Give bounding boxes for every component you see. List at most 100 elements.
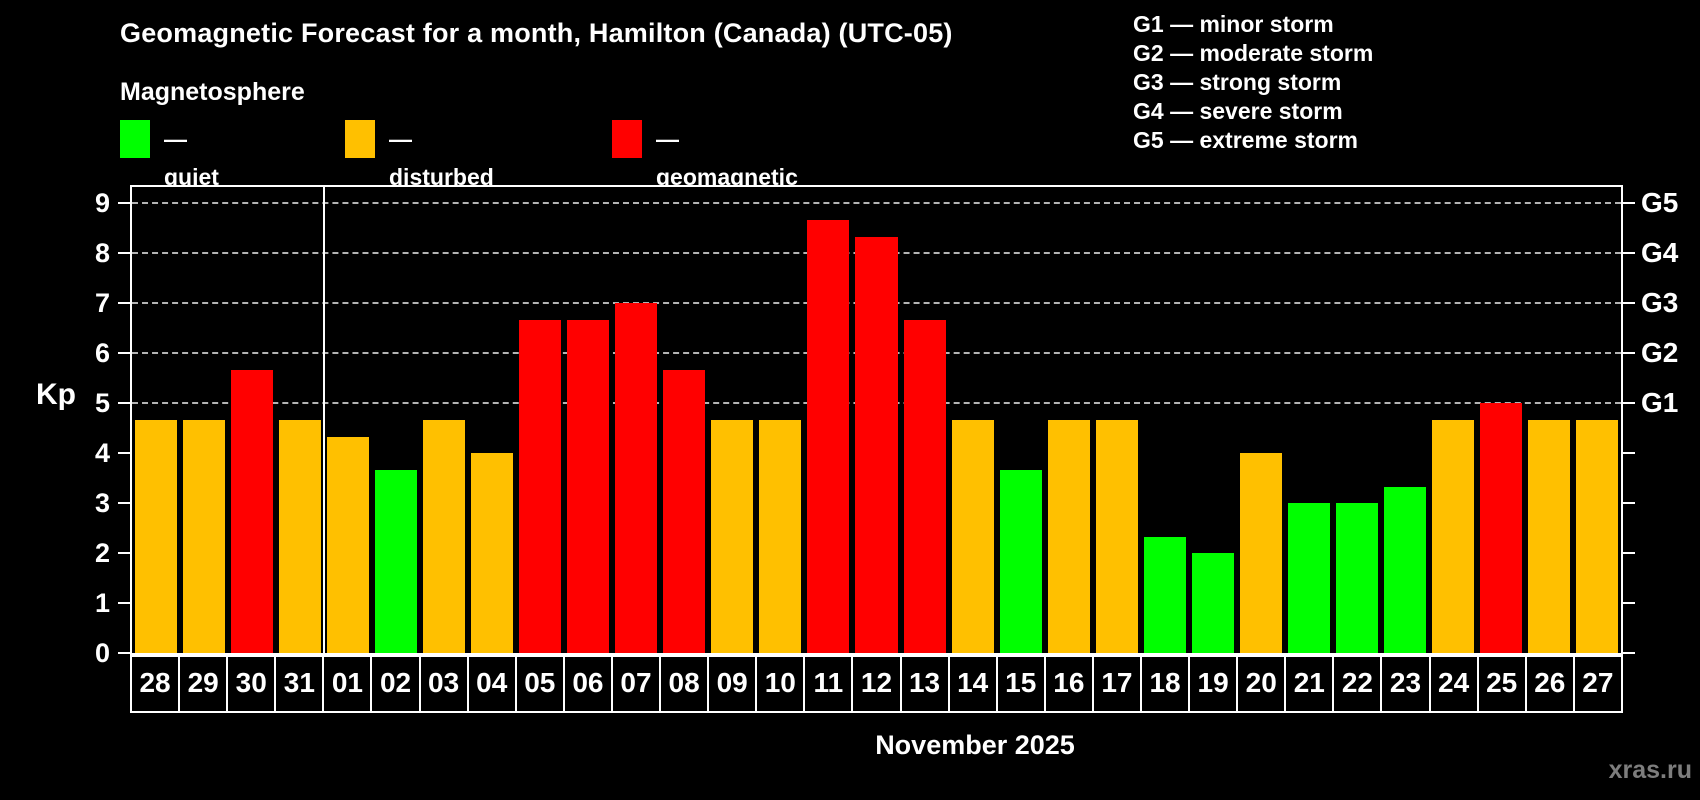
date-cell: 28 bbox=[132, 657, 181, 711]
month-separator-line bbox=[323, 187, 326, 653]
magnetosphere-label: Magnetosphere bbox=[120, 78, 305, 106]
date-cell: 17 bbox=[1094, 657, 1142, 711]
y-tick-label: 4 bbox=[94, 438, 110, 468]
y-tick-label: 3 bbox=[94, 488, 110, 518]
kp-bar-day-28 bbox=[135, 419, 178, 653]
date-cell: 02 bbox=[372, 657, 421, 711]
kp-bar-day-02 bbox=[375, 469, 418, 653]
watermark-xras: xras.ru bbox=[1608, 756, 1692, 784]
kp-bar-day-12 bbox=[855, 236, 898, 653]
kp-bar-day-07 bbox=[615, 303, 658, 653]
kp-bar-day-25 bbox=[1479, 403, 1522, 653]
left-tick bbox=[118, 402, 130, 404]
date-cell: 22 bbox=[1334, 657, 1383, 711]
date-cell: 11 bbox=[805, 657, 854, 711]
date-cell: 10 bbox=[757, 657, 806, 711]
left-tick bbox=[118, 652, 130, 654]
kp-bar-day-21 bbox=[1287, 503, 1330, 653]
date-cell: 09 bbox=[709, 657, 758, 711]
y-axis-title: Kp bbox=[36, 378, 76, 411]
g-scale-label-G1: G1 bbox=[1641, 387, 1679, 418]
date-cell: 23 bbox=[1382, 657, 1431, 711]
storm-scale-legend: G1 — minor storm G2 — moderate storm G3 — … bbox=[1133, 10, 1373, 155]
kp-bar-day-22 bbox=[1335, 503, 1378, 653]
right-tick bbox=[1623, 552, 1635, 554]
kp-bar-day-24 bbox=[1431, 419, 1474, 653]
chart-title: Geomagnetic Forecast for a month, Hamilt… bbox=[120, 18, 953, 48]
right-tick bbox=[1623, 602, 1635, 604]
kp-bar-day-14 bbox=[951, 419, 994, 653]
kp-bar-day-10 bbox=[759, 419, 802, 653]
storm-scale-item: G4 — severe storm bbox=[1133, 98, 1343, 124]
date-cell: 25 bbox=[1479, 657, 1527, 711]
x-axis-date-row: 28 29 30 31 01 02 03 04 05 06 07 08 09 10 11 12 13 14 15 16… bbox=[130, 655, 1623, 713]
kp-bar-day-31 bbox=[279, 419, 322, 653]
date-cell: 24 bbox=[1431, 657, 1479, 711]
y-tick-label: 6 bbox=[94, 338, 110, 368]
legend-swatch-storm bbox=[612, 120, 642, 158]
kp-bar-day-06 bbox=[567, 319, 610, 653]
kp-bar-day-27 bbox=[1575, 419, 1618, 653]
date-cell: 13 bbox=[902, 657, 950, 711]
y-tick-label: 7 bbox=[94, 288, 110, 318]
date-cell: 08 bbox=[661, 657, 710, 711]
right-tick bbox=[1623, 302, 1635, 304]
left-tick bbox=[118, 452, 130, 454]
kp-bar-day-29 bbox=[183, 419, 226, 653]
gridline-kp9 bbox=[132, 202, 1621, 204]
y-tick-label: 0 bbox=[94, 638, 110, 668]
date-cell: 19 bbox=[1190, 657, 1239, 711]
date-cell: 03 bbox=[421, 657, 469, 711]
left-tick bbox=[118, 602, 130, 604]
date-cell: 06 bbox=[565, 657, 613, 711]
right-tick bbox=[1623, 402, 1635, 404]
right-tick bbox=[1623, 202, 1635, 204]
right-tick bbox=[1623, 452, 1635, 454]
g-scale-label-G2: G2 bbox=[1641, 337, 1679, 368]
plot-area bbox=[130, 185, 1623, 655]
kp-bar-day-23 bbox=[1383, 486, 1426, 653]
kp-bar-day-04 bbox=[471, 453, 514, 653]
kp-bar-day-03 bbox=[423, 419, 466, 653]
date-cell: 16 bbox=[1046, 657, 1094, 711]
date-cell: 04 bbox=[469, 657, 517, 711]
date-cell: 20 bbox=[1238, 657, 1287, 711]
right-tick bbox=[1623, 652, 1635, 654]
date-cell: 27 bbox=[1582, 667, 1614, 698]
date-cell: 21 bbox=[1286, 657, 1335, 711]
date-cell: 26 bbox=[1527, 657, 1575, 711]
kp-bar-day-15 bbox=[999, 469, 1042, 653]
kp-bar-day-13 bbox=[903, 319, 946, 653]
date-cell: 01 bbox=[324, 657, 373, 711]
storm-scale-item: G5 — extreme storm bbox=[1133, 127, 1358, 153]
right-tick bbox=[1623, 502, 1635, 504]
left-tick bbox=[118, 502, 130, 504]
x-axis-title: November 2025 bbox=[875, 730, 1075, 760]
y-tick-label: 5 bbox=[94, 388, 110, 418]
left-tick bbox=[118, 302, 130, 304]
date-cell: 18 bbox=[1142, 657, 1191, 711]
legend-label-storm: — geomagnetic storm bbox=[656, 126, 798, 228]
kp-bar-day-19 bbox=[1191, 553, 1234, 653]
g-scale-label-G5: G5 bbox=[1641, 187, 1679, 218]
legend-swatch-disturbed bbox=[345, 120, 375, 158]
right-tick bbox=[1623, 352, 1635, 354]
date-cell: 30 bbox=[228, 657, 277, 711]
storm-scale-item: G3 — strong storm bbox=[1133, 69, 1342, 95]
kp-bar-day-17 bbox=[1095, 419, 1138, 653]
date-cell: 14 bbox=[950, 657, 998, 711]
left-tick bbox=[118, 252, 130, 254]
g-scale-label-G3: G3 bbox=[1641, 287, 1679, 318]
kp-bar-day-26 bbox=[1527, 419, 1570, 653]
y-tick-label: 8 bbox=[94, 238, 110, 268]
y-tick-label: 2 bbox=[94, 538, 110, 568]
g-scale-label-G4: G4 bbox=[1641, 237, 1679, 268]
kp-bar-day-08 bbox=[663, 369, 706, 653]
storm-scale-item: G2 — moderate storm bbox=[1133, 40, 1374, 66]
y-tick-label: 1 bbox=[94, 588, 110, 618]
kp-bar-day-16 bbox=[1047, 419, 1090, 653]
kp-bar-day-09 bbox=[711, 419, 754, 653]
date-cell: 31 bbox=[276, 657, 325, 711]
legend-label-quiet: — quiet bbox=[164, 126, 219, 190]
